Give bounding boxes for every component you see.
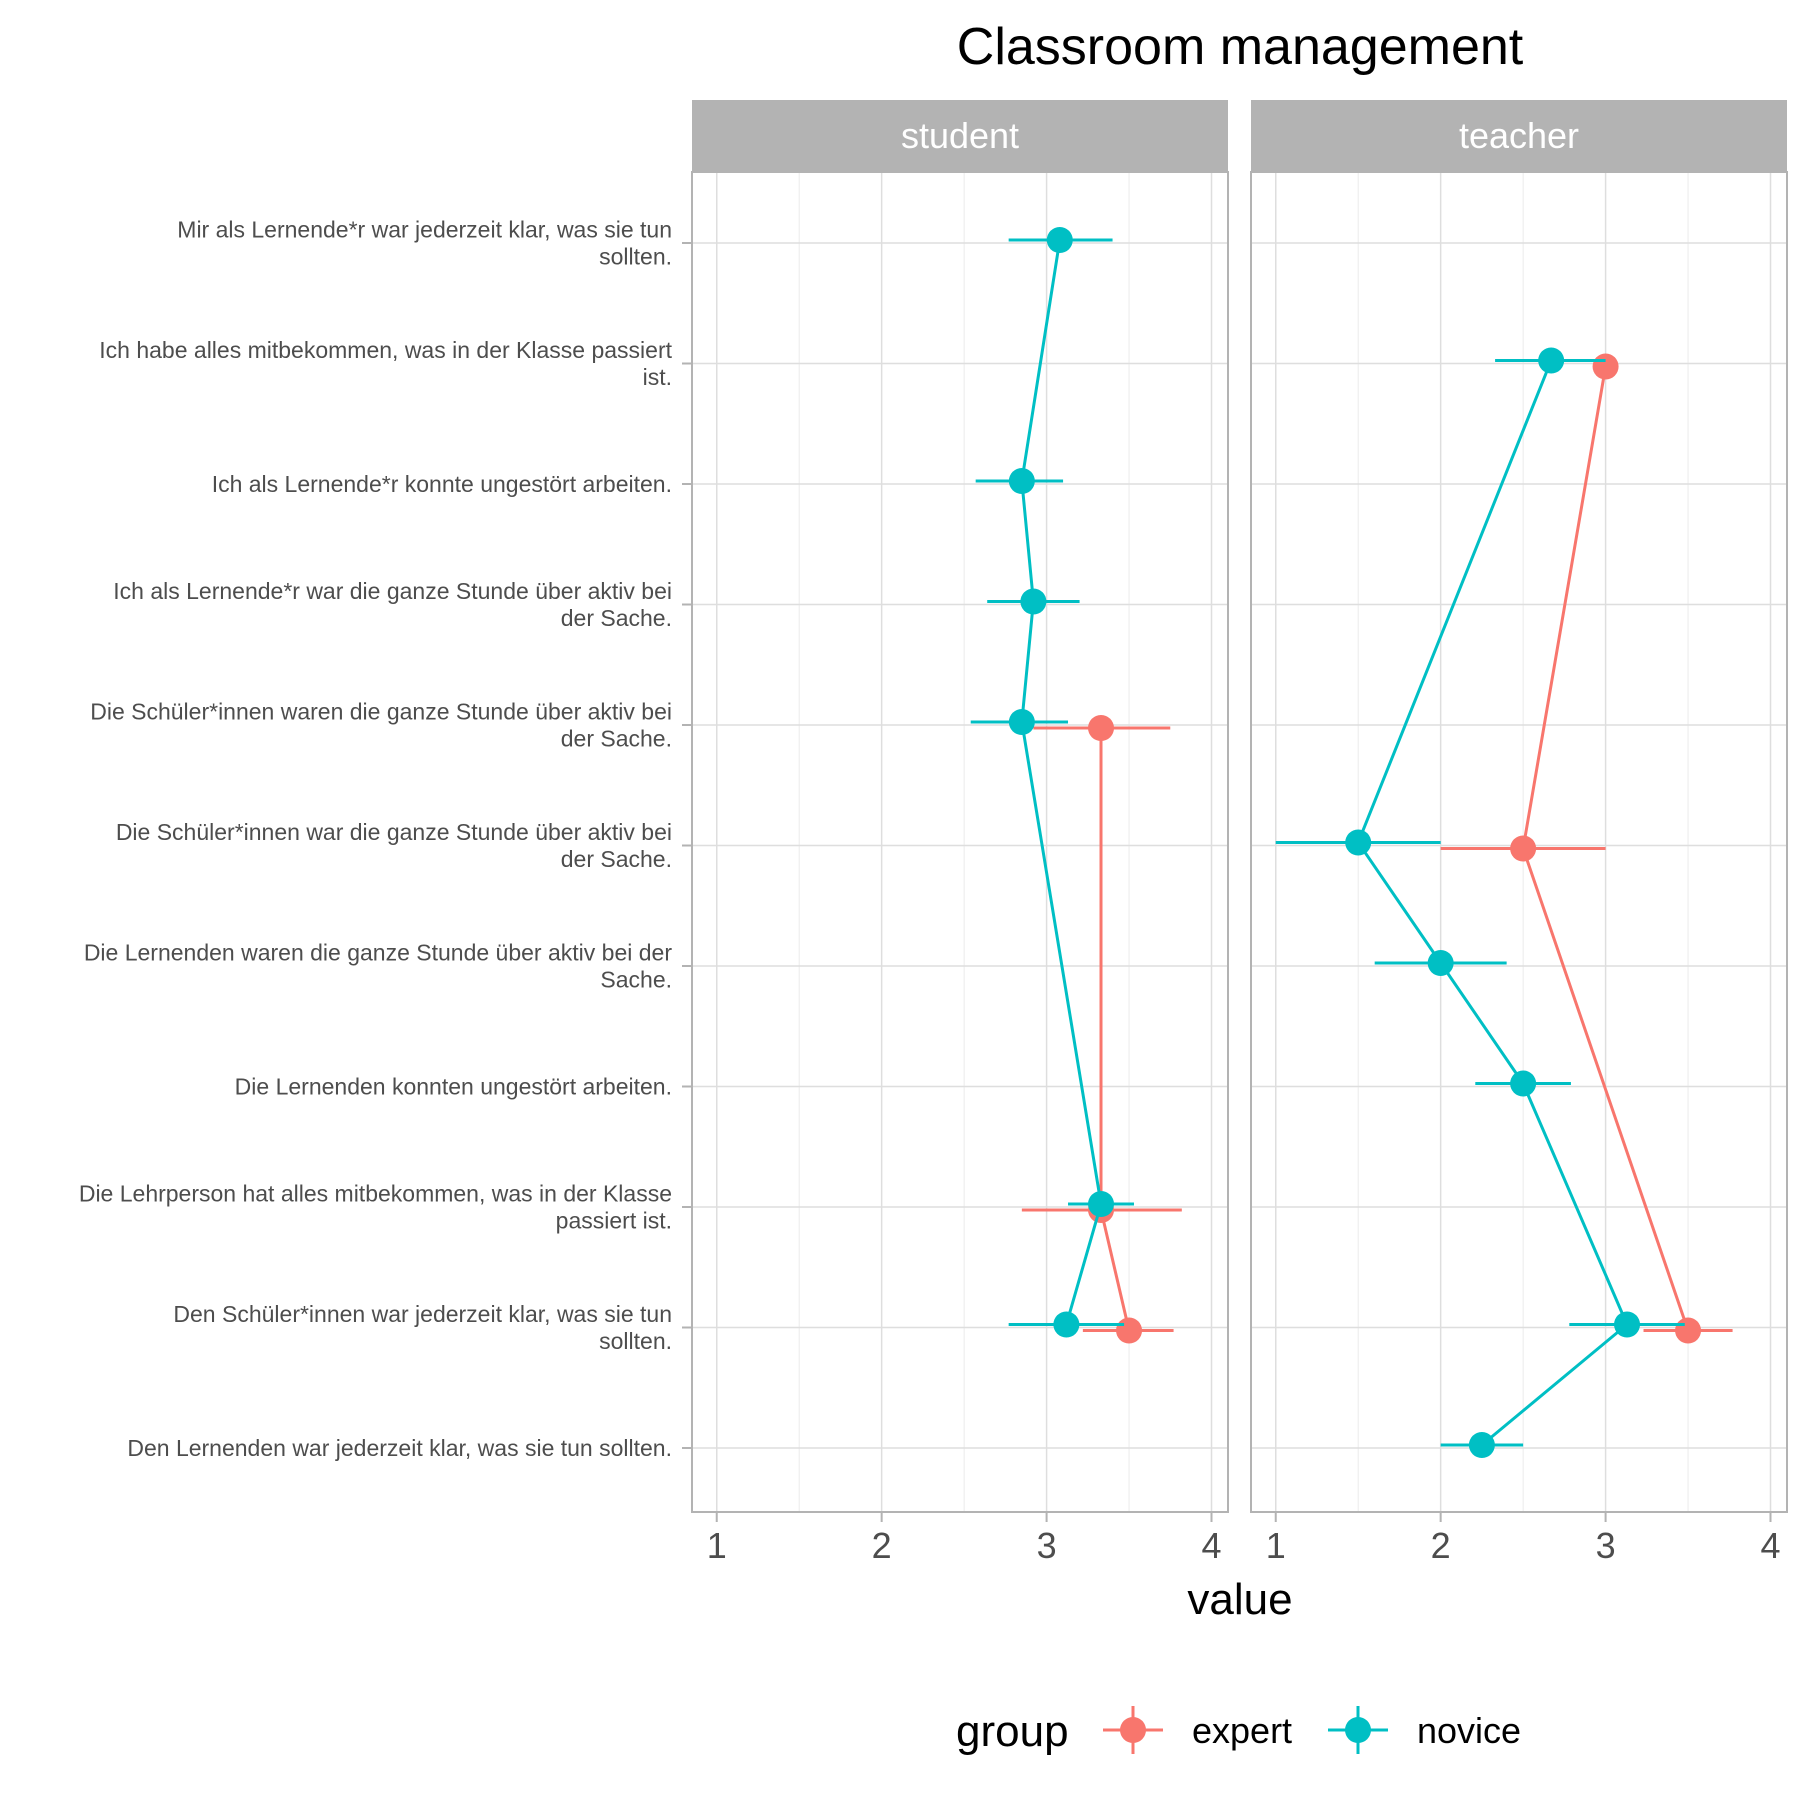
y-tick-label: Den Schüler*innen war jederzeit klar, wa… [173, 1301, 672, 1354]
y-tick-label: Die Schüler*innen waren die ganze Stunde… [90, 699, 672, 752]
data-point-expert [1592, 353, 1619, 380]
data-point-novice [1427, 950, 1454, 976]
y-tick-label-line: der Sache. [561, 846, 672, 872]
data-point-novice [1020, 588, 1047, 615]
y-tick-label-line: Die Lernenden waren die ganze Stunde übe… [84, 940, 673, 966]
y-tick-label: Die Lernenden konnten ungestört arbeiten… [235, 1074, 672, 1100]
x-tick-label: 4 [1760, 1525, 1780, 1566]
legend-title: group [956, 1707, 1069, 1756]
series-line-novice [1356, 359, 1629, 1447]
data-point-novice [1088, 1191, 1115, 1217]
y-tick-label: Mir als Lernende*r war jederzeit klar, w… [177, 217, 672, 270]
y-tick-label-line: Mir als Lernende*r war jederzeit klar, w… [177, 217, 672, 243]
y-tick-label: Ich als Lernende*r konnte ungestört arbe… [212, 471, 672, 497]
y-tick-label-line: Den Lernenden war jederzeit klar, was si… [127, 1435, 672, 1461]
facet-strip [1251, 100, 1787, 172]
data-point-novice [1008, 468, 1035, 494]
y-tick-label-line: Ich als Lernende*r war die ganze Stunde … [113, 578, 672, 604]
x-tick-label: 1 [1266, 1525, 1286, 1566]
data-point-expert [1675, 1317, 1702, 1344]
x-tick-label: 4 [1201, 1525, 1221, 1566]
y-tick-label-line: Ich als Lernende*r konnte ungestört arbe… [212, 471, 672, 497]
y-tick-label: Die Lehrperson hat alles mitbekommen, wa… [79, 1181, 672, 1234]
data-point-novice [1046, 227, 1073, 253]
facet-strip-label: student [901, 115, 1019, 156]
data-point-novice [1510, 1070, 1537, 1097]
data-point-expert [1510, 835, 1537, 862]
x-tick-label: 2 [872, 1525, 892, 1566]
data-point-novice [1345, 829, 1372, 856]
y-tick-label: Ich habe alles mitbekommen, was in der K… [99, 337, 672, 390]
y-tick-label-line: sollten. [599, 244, 672, 270]
facet-strip-label: teacher [1459, 115, 1579, 156]
y-tick-label-line: der Sache. [561, 605, 672, 631]
y-tick-label-line: Sache. [600, 967, 672, 993]
facet-strip [692, 100, 1228, 172]
panel-border [691, 171, 1229, 1513]
y-tick-label-line: passiert ist. [556, 1208, 672, 1234]
x-tick-label: 1 [707, 1525, 727, 1566]
y-tick-label-line: ist. [643, 364, 672, 390]
legend-label-novice: novice [1417, 1710, 1521, 1751]
y-tick-label-line: Den Schüler*innen war jederzeit klar, wa… [173, 1301, 672, 1327]
y-tick-label-line: Die Lehrperson hat alles mitbekommen, wa… [79, 1181, 672, 1207]
data-point-novice [1614, 1311, 1641, 1338]
legend-key-point-novice [1345, 1717, 1371, 1743]
data-point-novice [1468, 1432, 1495, 1458]
data-point-expert [1088, 715, 1115, 741]
series-line-novice [1020, 239, 1103, 1325]
panel-border [1250, 171, 1788, 1513]
y-tick-label-line: Die Schüler*innen waren die ganze Stunde… [90, 699, 672, 725]
series-line-expert [1099, 728, 1131, 1331]
y-tick-label-line: Ich habe alles mitbekommen, was in der K… [99, 337, 672, 363]
x-tick-label: 2 [1431, 1525, 1451, 1566]
data-point-novice [1538, 347, 1565, 374]
data-point-novice [1053, 1311, 1080, 1338]
legend-label-expert: expert [1192, 1710, 1292, 1751]
y-tick-label-line: Die Schüler*innen war die ganze Stunde ü… [116, 819, 672, 845]
y-tick-label: Den Lernenden war jederzeit klar, was si… [127, 1435, 672, 1461]
legend-key-point-expert [1120, 1717, 1146, 1743]
y-tick-label: Die Lernenden waren die ganze Stunde übe… [84, 940, 673, 993]
data-point-novice [1008, 709, 1035, 735]
data-point-expert [1116, 1317, 1143, 1344]
y-tick-label-line: Die Lernenden konnten ungestört arbeiten… [235, 1074, 672, 1100]
y-tick-label: Ich als Lernende*r war die ganze Stunde … [113, 578, 672, 631]
y-tick-label-line: der Sache. [561, 726, 672, 752]
y-tick-label: Die Schüler*innen war die ganze Stunde ü… [116, 819, 672, 872]
y-tick-label-line: sollten. [599, 1328, 672, 1354]
x-tick-label: 3 [1037, 1525, 1057, 1566]
x-tick-label: 3 [1596, 1525, 1616, 1566]
x-axis-label: value [1187, 1575, 1292, 1624]
chart-title: Classroom management [957, 18, 1524, 76]
